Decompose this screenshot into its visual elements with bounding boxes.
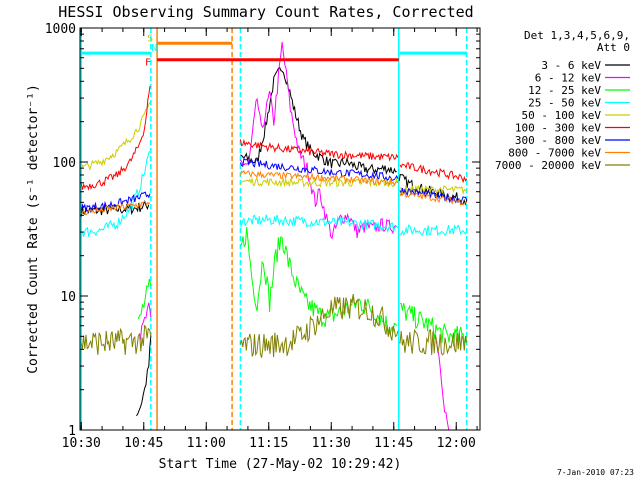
series-line-segment-0-3 (398, 173, 468, 206)
legend-label: 300 - 800 keV (515, 134, 601, 147)
series-6-12-keV (139, 41, 450, 431)
axes: 1 10 100 1000 10:30 10:45 11:00 11:15 11:30 11:45… (26, 22, 481, 451)
series-100-300-keV (80, 85, 468, 191)
y-tick-label: 100 (53, 156, 76, 171)
series-line-segment-0-2 (240, 66, 397, 175)
y-tick-label: 1 (68, 424, 76, 439)
legend-label: 12 - 25 keV (528, 84, 601, 97)
series-line-segment-8-0 (80, 324, 152, 355)
series-12-25-keV (137, 227, 468, 347)
legend-label: 7000 - 20000 keV (495, 159, 601, 172)
legend-header: Det 1,3,4,5,6,9, (524, 29, 630, 42)
series-line-segment-7-0 (81, 200, 151, 216)
y-tick-label: 1000 (45, 22, 76, 37)
marker-label-n: N (151, 43, 157, 54)
series-7000-20000-keV (80, 294, 468, 358)
series-line-segment-4-1 (239, 176, 399, 188)
series-line-segment-5-1 (239, 138, 399, 162)
series-line-segment-5-0 (80, 85, 151, 191)
series-line-segment-3-0 (81, 151, 151, 238)
series-line-segment-3-1 (240, 214, 399, 234)
series-line-segment-5-2 (399, 162, 468, 184)
y-axis-label: Corrected Count Rate (s⁻¹ detector⁻¹) (26, 84, 41, 374)
series-line-segment-1-0 (139, 302, 152, 340)
marker-label-s: S (147, 33, 153, 44)
legend-header: Att 0 (597, 41, 630, 54)
footer-date: 7-Jan-2010 07:23 (557, 468, 634, 477)
series-line-segment-0-1 (135, 336, 152, 417)
series-line-segment-8-1 (239, 294, 399, 358)
legend-label: 50 - 100 keV (522, 109, 602, 122)
chart-title: HESSI Observing Summary Count Rates, Cor… (58, 3, 473, 21)
series-line-segment-6-0 (80, 191, 151, 214)
legend-label: 25 - 50 keV (528, 97, 601, 110)
series-50-100-keV (80, 101, 467, 196)
series-line-segment-1-1 (239, 41, 397, 240)
x-tick-label: 11:00 (187, 436, 226, 451)
x-tick-label: 11:15 (249, 436, 288, 451)
x-tick-label: 10:30 (62, 436, 101, 451)
x-tick-label: 12:00 (437, 436, 476, 451)
x-tick-label: 11:30 (312, 436, 351, 451)
x-tick-label: 10:45 (124, 436, 163, 451)
series-line-segment-4-2 (399, 184, 467, 196)
series-line-segment-8-2 (399, 328, 468, 356)
x-axis-label: Start Time (27-May-02 10:29:42) (159, 457, 402, 472)
series-line-segment-2-1 (240, 227, 398, 335)
series-25-50-keV (81, 151, 468, 238)
series-line-segment-2-2 (399, 303, 468, 347)
series-line-segment-4-0 (80, 101, 151, 171)
series-line-segment-7-2 (399, 190, 467, 206)
legend-label: 3 - 6 keV (541, 59, 601, 72)
legend-label: 100 - 300 keV (515, 122, 601, 135)
marker-label-f: F (145, 58, 151, 69)
series-800-7000-keV (81, 169, 467, 216)
legend-label: 6 - 12 keV (535, 72, 602, 85)
legend-label: 800 - 7000 keV (508, 147, 601, 160)
plot-frame (79, 27, 481, 431)
series-line-segment-3-2 (399, 223, 468, 237)
plot-area: SNF (80, 28, 468, 431)
y-tick-label: 10 (60, 290, 76, 305)
series-line-segment-2-0 (137, 278, 152, 320)
x-tick-label: 11:45 (374, 436, 413, 451)
series-line-segment-7-1 (239, 169, 399, 187)
